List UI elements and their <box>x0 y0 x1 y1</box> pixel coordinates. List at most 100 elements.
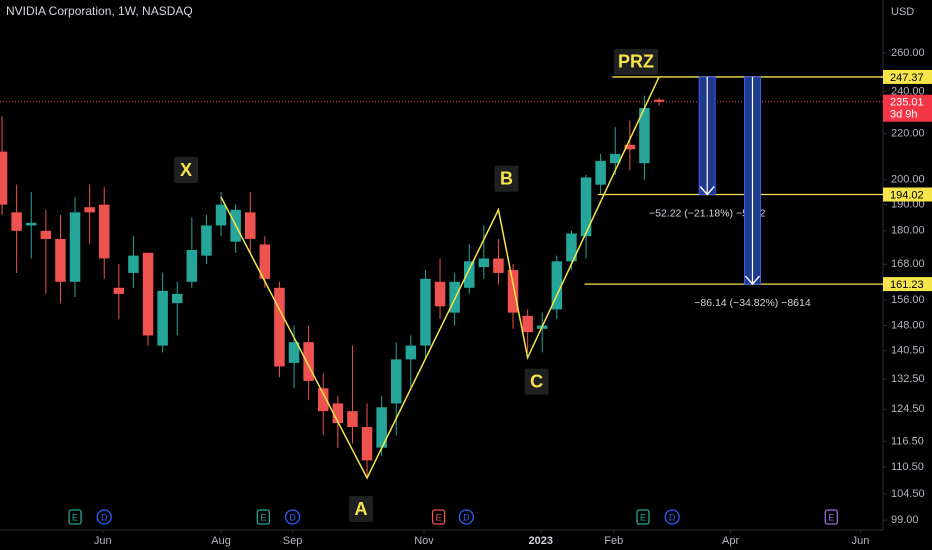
candle-body <box>55 238 66 282</box>
candle-body <box>142 252 154 336</box>
candle-body <box>317 388 329 412</box>
candle-body <box>347 411 358 428</box>
measure-label: −86.14 (−34.82%) −8614 <box>694 297 811 309</box>
candle-body <box>522 315 533 333</box>
candle-body <box>434 281 446 307</box>
event-label: E <box>260 512 266 522</box>
candle-body <box>113 287 125 294</box>
candle-body <box>288 342 300 363</box>
candle-body <box>405 345 417 360</box>
candle-body <box>11 212 22 231</box>
y-tick-label: 168.00 <box>891 258 925 270</box>
event-marker <box>458 509 474 525</box>
x-tick-label: Apr <box>722 535 739 547</box>
y-tick-label: 200.00 <box>891 174 925 186</box>
x-tick-label: Sep <box>283 535 303 547</box>
x-tick-label: Nov <box>414 535 434 547</box>
y-tick-label: 220.00 <box>891 128 925 140</box>
candle-body <box>0 151 8 205</box>
event-label: E <box>640 512 646 522</box>
candle-body <box>157 290 168 346</box>
candle-body <box>259 244 271 279</box>
y-tick-label: 190.00 <box>891 199 925 211</box>
candle-body <box>361 427 373 461</box>
countdown-label: 3d 9h <box>890 109 918 121</box>
event-label: E <box>436 512 442 522</box>
pattern-label: B <box>500 169 513 189</box>
event-label: D <box>669 512 676 522</box>
candle-body <box>40 230 52 239</box>
candle-body <box>566 233 577 262</box>
pattern-label-box <box>349 496 374 523</box>
pattern-line <box>220 76 660 480</box>
y-tick-label: 132.50 <box>891 373 925 385</box>
pattern-label: C <box>530 371 543 391</box>
candle-body <box>653 99 665 102</box>
y-tick-label: 116.50 <box>891 435 924 447</box>
level-label-box <box>883 187 932 202</box>
candle-body <box>449 281 460 313</box>
candle-body <box>478 258 490 268</box>
candle-body <box>639 107 650 164</box>
level-label-box <box>883 69 932 84</box>
y-tick-label: 180.00 <box>891 225 925 237</box>
candle-body <box>595 160 606 185</box>
x-tick-label: Jun <box>94 535 112 547</box>
level-label: 161.23 <box>890 279 924 291</box>
last-price-label: 235.01 <box>890 97 924 109</box>
candle-body <box>186 249 198 282</box>
y-tick-label: 99.00 <box>891 514 919 526</box>
event-marker <box>636 509 650 525</box>
x-tick-label: Jun <box>852 535 870 547</box>
currency: USD <box>891 6 914 18</box>
y-tick-label: 156.00 <box>891 294 925 306</box>
candle-body <box>215 204 227 226</box>
candle-body <box>507 269 519 313</box>
candle-body <box>580 177 592 237</box>
candle-body <box>551 261 563 310</box>
candle-body <box>128 255 139 273</box>
measure-label: −52.22 (−21.18%) −5222 <box>649 207 766 219</box>
pattern-label-box <box>174 157 199 184</box>
pattern-label: A <box>355 499 368 519</box>
candle-body <box>332 403 344 424</box>
level-label: 194.02 <box>890 189 924 201</box>
candle-body <box>171 293 183 304</box>
candle-body <box>69 212 81 282</box>
y-tick-label: 260.00 <box>891 47 925 59</box>
event-label: E <box>828 512 834 522</box>
candle-body <box>624 144 636 150</box>
x-tick-label: 2023 <box>529 535 553 547</box>
event-marker <box>664 509 680 525</box>
x-tick-label: Feb <box>604 535 623 547</box>
prz-label-box <box>614 48 659 75</box>
event-marker <box>431 509 446 525</box>
event-marker <box>256 509 271 525</box>
measure-arrow-head <box>744 275 761 286</box>
event-label: D <box>289 512 296 522</box>
candle-body <box>463 261 475 288</box>
level-label-box <box>883 277 932 292</box>
y-tick-label: 140.50 <box>891 345 925 357</box>
event-label: D <box>101 512 108 522</box>
candle-body <box>390 359 402 404</box>
event-marker <box>824 509 838 525</box>
y-tick-label: 148.00 <box>891 319 925 331</box>
pattern-label-box <box>524 368 549 395</box>
y-tick-label: 104.50 <box>891 488 925 500</box>
event-label: D <box>463 512 470 522</box>
pattern-label-box <box>494 165 519 192</box>
measure-arrow-head <box>699 186 715 196</box>
candle-body <box>303 342 314 381</box>
candle-body <box>25 222 37 226</box>
event-marker <box>96 509 112 525</box>
plot-area: X A B C PRZ <box>0 48 665 523</box>
candle-body <box>201 225 212 256</box>
candle-body <box>376 407 387 448</box>
x-tick-label: Aug <box>211 535 231 547</box>
y-tick-label: 110.50 <box>891 461 924 473</box>
chart-title: NVIDIA Corporation, 1W, NASDAQ <box>6 4 193 18</box>
pattern-label: X <box>180 160 192 180</box>
